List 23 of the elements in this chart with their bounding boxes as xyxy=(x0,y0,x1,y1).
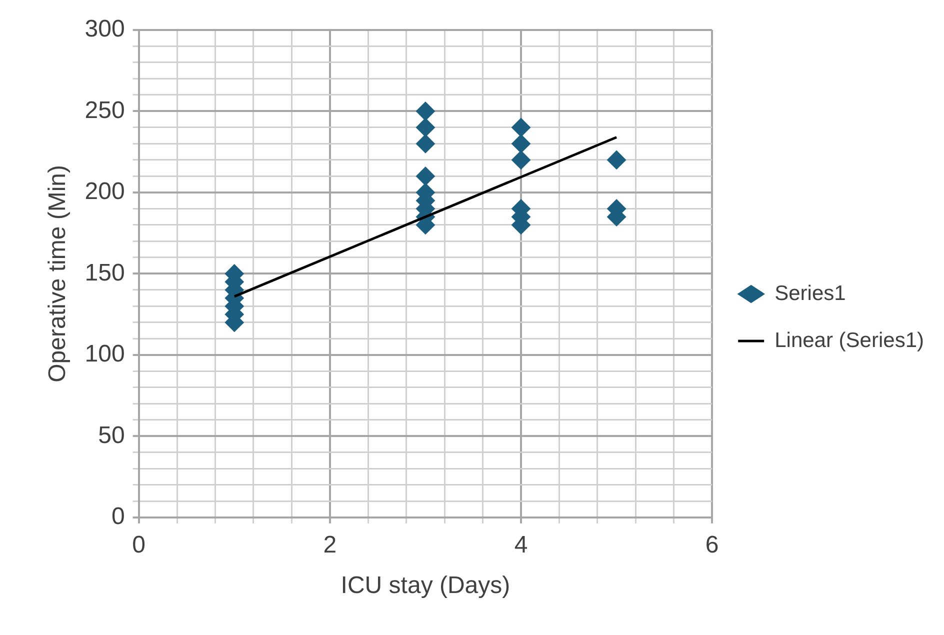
point xyxy=(512,134,531,154)
x-tick-label: 0 xyxy=(132,531,146,558)
legend-label: Series1 xyxy=(774,282,846,305)
y-tick-label: 0 xyxy=(111,503,125,530)
y-tick-label: 300 xyxy=(84,16,125,43)
y-axis-title: Operative time (Min) xyxy=(44,165,72,382)
y-tick-label: 200 xyxy=(84,178,125,206)
x-tick-label: 4 xyxy=(514,531,528,558)
point xyxy=(416,102,435,121)
x-tick-label: 2 xyxy=(323,531,337,558)
x-axis-title: ICU stay (Days) xyxy=(340,572,510,600)
point xyxy=(416,134,435,154)
point xyxy=(416,166,435,186)
y-tick-label: 50 xyxy=(98,422,125,449)
y-tick-label: 100 xyxy=(84,340,125,368)
point xyxy=(607,150,626,170)
point xyxy=(416,118,435,137)
y-tick-label: 250 xyxy=(84,96,125,124)
y-tick-label: 150 xyxy=(84,259,125,286)
x-tick-label: 6 xyxy=(705,531,719,558)
point xyxy=(512,118,531,137)
legend-label: Linear (Series1) xyxy=(774,328,924,352)
point xyxy=(512,150,531,170)
